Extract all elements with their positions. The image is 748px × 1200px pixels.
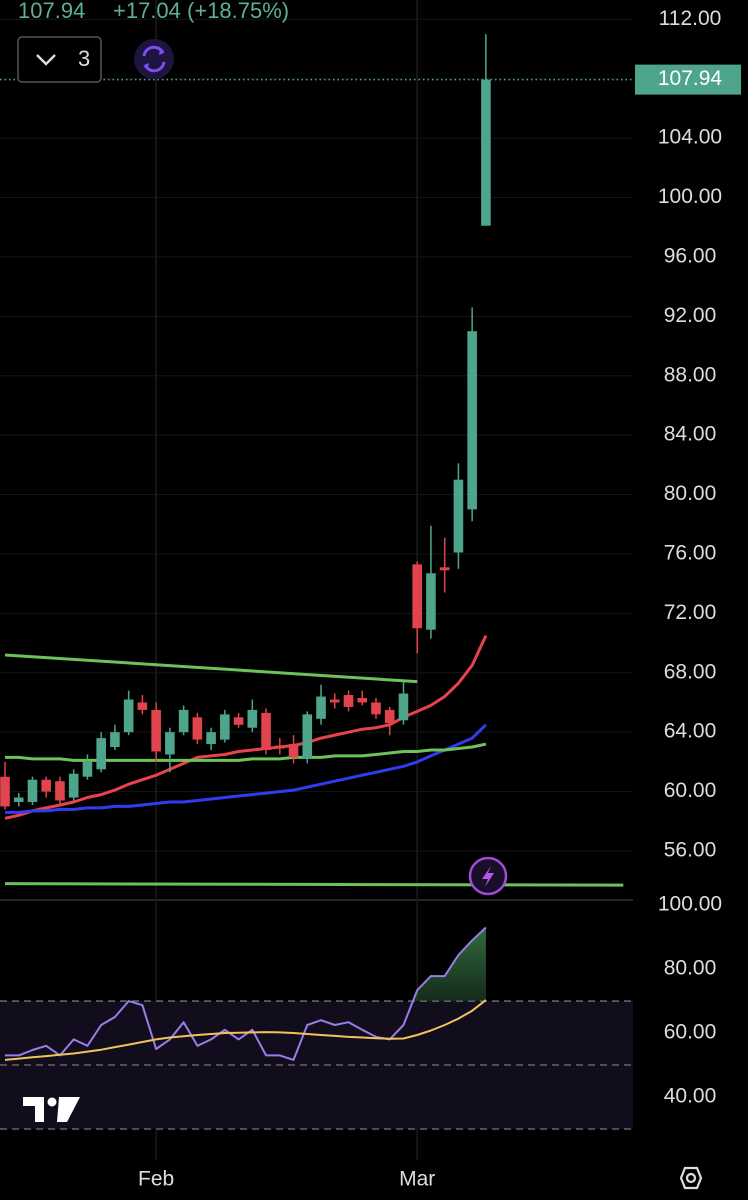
- logo-part: [23, 1097, 44, 1122]
- candle-body: [481, 79, 491, 226]
- candle-body: [316, 696, 326, 719]
- lightning-icon: [482, 866, 494, 887]
- chevron-icon: [36, 54, 56, 66]
- candle-body: [165, 732, 175, 755]
- y-tick-label: 88.00: [664, 363, 717, 386]
- y-tick-label: 100.00: [658, 893, 722, 916]
- y-tick-label: 84.00: [664, 423, 717, 446]
- x-tick-label: Feb: [138, 1168, 174, 1191]
- candle-body: [398, 693, 409, 721]
- sync-arrows: [144, 49, 164, 69]
- candle-body: [343, 695, 354, 707]
- candle-body: [275, 745, 285, 749]
- moving-average-line: [5, 723, 487, 814]
- y-tick-label: 56.00: [664, 839, 717, 862]
- y-tick-label: 104.00: [658, 126, 722, 149]
- x-tick-label: Mar: [399, 1168, 435, 1191]
- candle-body: [27, 779, 38, 802]
- tradingview-logo: [23, 1097, 80, 1122]
- candle-body: [288, 744, 299, 758]
- y-tick-label: 80.00: [664, 482, 717, 505]
- candle-body: [247, 709, 258, 728]
- candle-body: [55, 781, 65, 801]
- marks-layer: [0, 34, 633, 1061]
- candle-body: [220, 714, 230, 740]
- candle-body: [82, 761, 93, 777]
- candle-body: [384, 709, 395, 724]
- trendline: [4, 882, 624, 887]
- y-tick-label: 92.00: [664, 304, 717, 327]
- candle-body: [178, 709, 189, 733]
- candle-body: [192, 717, 203, 740]
- sync-button[interactable]: [134, 39, 174, 79]
- y-tick-label: 68.00: [664, 660, 717, 683]
- y-tick-label: 72.00: [664, 601, 717, 624]
- header-change: +17.04 (+18.75%): [113, 0, 289, 23]
- candle-body: [96, 738, 106, 770]
- candle-body: [439, 567, 450, 571]
- candle-body: [467, 331, 477, 510]
- candle-body: [453, 479, 464, 553]
- y-tick-label: 64.00: [664, 720, 717, 743]
- candle-body: [426, 573, 436, 630]
- candle-body: [261, 712, 271, 750]
- candle-body: [412, 564, 422, 629]
- rsi-line: [5, 926, 487, 1061]
- settings-button[interactable]: [679, 1166, 703, 1190]
- candle-body: [151, 709, 161, 752]
- y-tick-label: 96.00: [664, 244, 717, 267]
- candle-body: [137, 702, 148, 710]
- y-tick-label: 40.00: [664, 1085, 717, 1108]
- candle-body: [0, 776, 10, 807]
- y-tick-label: 100.00: [658, 185, 722, 208]
- gear-icon: [679, 1166, 703, 1190]
- candle-body: [371, 702, 381, 715]
- candle-body: [233, 717, 244, 725]
- ui-layer: 107.94 +17.04 (+18.75%) 3 56.00 60.00 64.0…: [17, 0, 741, 1191]
- y-tick-label: 60.00: [664, 1021, 717, 1044]
- candle-body: [329, 699, 340, 703]
- candle-body: [206, 732, 216, 745]
- candle-body: [13, 797, 24, 802]
- last-price-label: 107.94: [658, 67, 723, 90]
- y-tick-label: 112.00: [659, 7, 722, 30]
- logo-dot: [47, 1097, 57, 1107]
- candle-body: [302, 714, 313, 759]
- last-price-badge: [635, 64, 741, 95]
- candle-body: [68, 773, 79, 798]
- header-price: 107.94: [18, 0, 85, 23]
- trendline: [4, 653, 418, 684]
- logo-part: [57, 1097, 80, 1122]
- candle-body: [41, 779, 52, 792]
- moving-average-line: [5, 742, 487, 762]
- candle-body: [123, 699, 134, 733]
- y-tick-label: 80.00: [664, 957, 717, 980]
- gear-hole: [685, 1172, 697, 1184]
- rsi-line: [4, 999, 487, 1061]
- indicator-count: 3: [78, 46, 90, 71]
- y-tick-label: 76.00: [664, 542, 717, 565]
- y-tick-label: 60.00: [664, 779, 717, 802]
- indicator-toggle[interactable]: [17, 36, 102, 83]
- candle-body: [110, 732, 120, 748]
- candle-body: [357, 698, 368, 703]
